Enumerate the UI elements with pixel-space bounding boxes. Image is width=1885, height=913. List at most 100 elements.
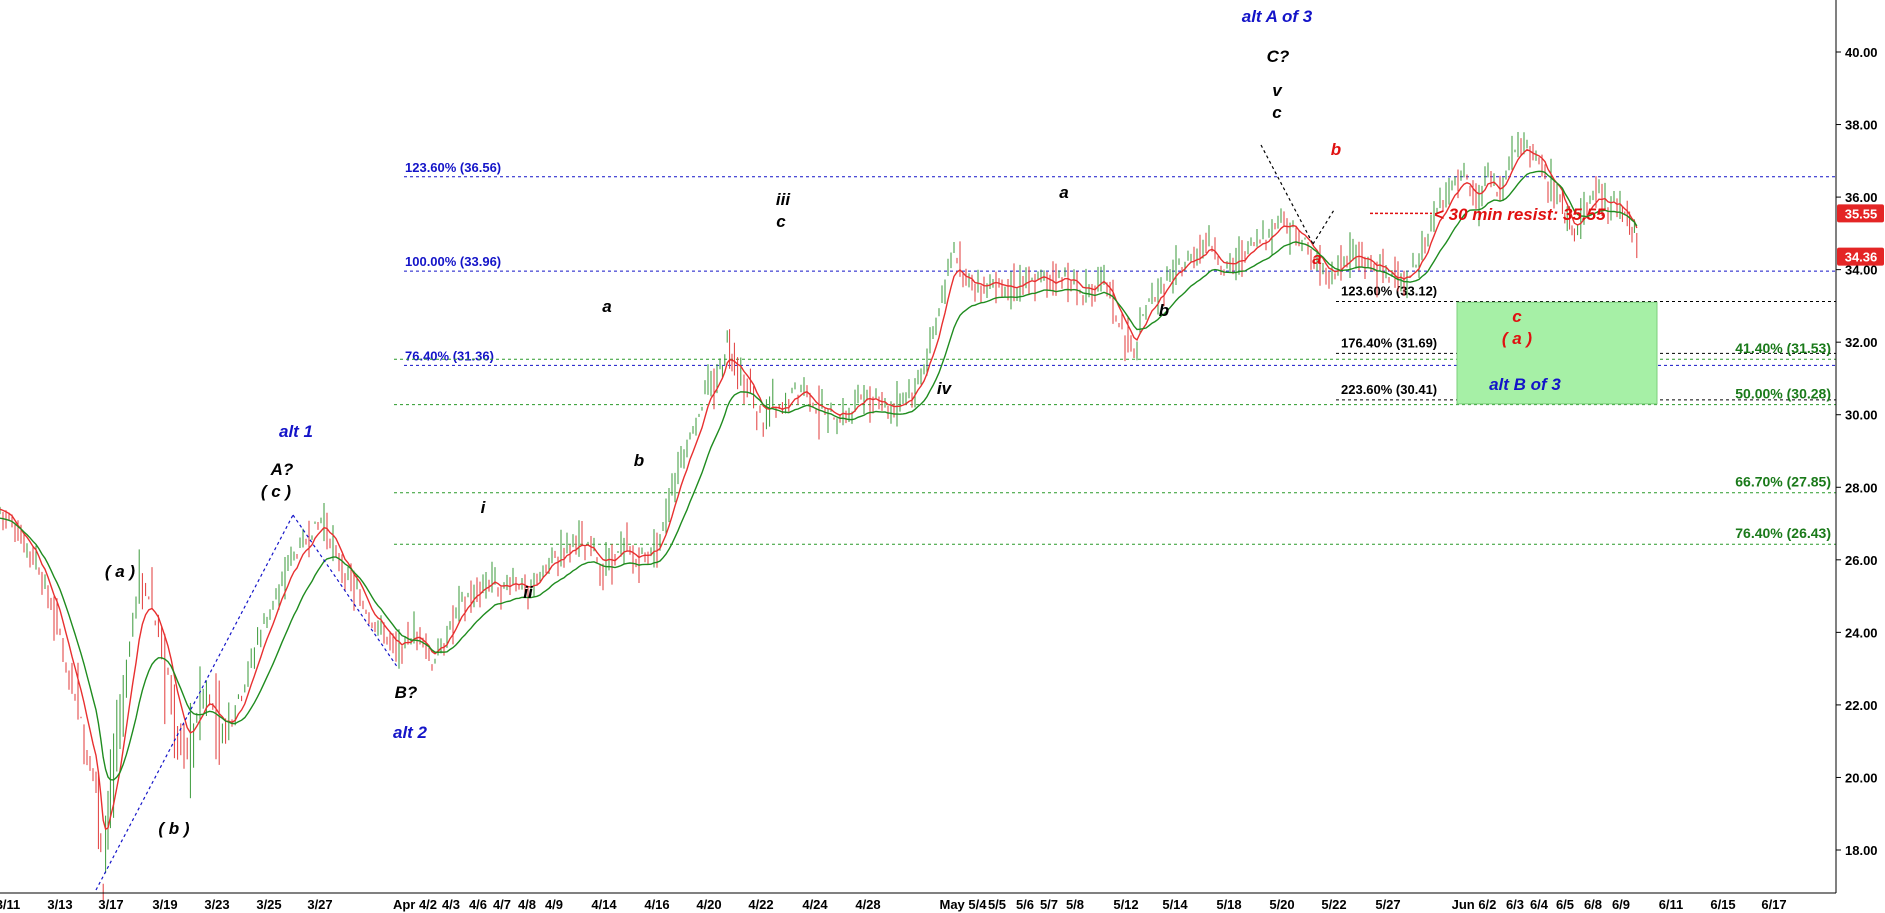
price-tag-label: 34.36 [1845,250,1878,265]
x-tick-label: 4/3 [442,897,460,912]
fib-label-green: 76.40% (26.43) [1735,525,1831,541]
wave-label: b [1331,140,1341,159]
y-tick-label: 24.00 [1845,625,1878,640]
wave-trendlines [95,144,1432,891]
zone-label: c [1512,307,1522,326]
moving-average-red [0,148,1638,831]
y-tick-label: 36.00 [1845,190,1878,205]
y-tick-label: 38.00 [1845,118,1878,133]
wave-label: a [1059,183,1068,202]
y-tick-label: 28.00 [1845,480,1878,495]
wave-trendline [95,514,294,891]
wave-label: i [481,498,487,517]
x-tick-label: 3/23 [204,897,229,912]
wave-trendline [1312,209,1335,245]
y-tick-label: 32.00 [1845,335,1878,350]
x-tick-label: 3/19 [152,897,177,912]
x-tick-label: 5/5 [988,897,1006,912]
wave-label: ( c ) [261,482,292,501]
wave-label: c [1272,103,1282,122]
y-tick-label: 18.00 [1845,843,1878,858]
x-tick-label: 5/12 [1113,897,1138,912]
x-tick-label: 6/17 [1761,897,1786,912]
wave-label: C? [1267,47,1290,66]
wave-label: alt 1 [279,422,313,441]
fib-label-blue: 76.40% (31.36) [405,348,494,363]
y-tick-label: 20.00 [1845,770,1878,785]
x-tick-label: 4/28 [855,897,880,912]
wave-label: c [776,212,786,231]
x-tick-label: Jun 6/2 [1452,897,1497,912]
x-tick-label: 3/17 [98,897,123,912]
wave-label: B? [395,683,418,702]
fib-label-black: 223.60% (30.41) [1341,382,1437,397]
wave-label: ii [523,583,534,602]
x-tick-label: 5/27 [1375,897,1400,912]
wave-label: b [634,451,644,470]
wave-label: iv [937,379,953,398]
x-tick-label: 3/27 [307,897,332,912]
x-tick-label: 5/6 [1016,897,1034,912]
x-tick-label: 4/9 [545,897,563,912]
wave-label: alt A of 3 [1242,7,1313,26]
fib-lines: 123.60% (36.56) 100.00% (33.96) 76.40% (31… [394,160,1836,545]
x-tick-label: 4/22 [748,897,773,912]
x-tick-label: 4/14 [591,897,617,912]
fib-label-blue: 123.60% (36.56) [405,160,501,175]
x-tick-label: 3/11 [0,897,20,912]
x-tick-label: 6/3 [1506,897,1524,912]
fib-label-black: 176.40% (31.69) [1341,335,1437,350]
x-tick-label: 5/8 [1066,897,1084,912]
x-tick-label: 4/8 [518,897,536,912]
zone-label: alt B of 3 [1489,375,1561,394]
x-tick-label: 5/7 [1040,897,1058,912]
y-tick-label: 34.00 [1845,263,1878,278]
fib-label-blue: 100.00% (33.96) [405,254,501,269]
fib-label-green: 50.00% (30.28) [1735,386,1831,402]
x-tick-label: 4/6 [469,897,487,912]
fib-label-black: 123.60% (33.12) [1341,284,1437,299]
wave-trendline [1260,144,1314,245]
x-tick-label: 6/11 [1659,897,1684,912]
zone-label: ( a ) [1502,329,1533,348]
fib-label-green: 41.40% (31.53) [1735,340,1831,356]
price-tag [1837,247,1884,266]
target-zone [1456,301,1658,405]
price-tag-label: 35.55 [1845,206,1878,221]
x-tick-label: May 5/4 [940,897,988,912]
wave-label: ( b ) [158,819,189,838]
wave-label: a [602,297,611,316]
x-tick-label: 6/15 [1710,897,1735,912]
wave-label: b [1159,301,1169,320]
wave-label: A? [270,460,294,479]
wave-label: a [1312,249,1321,268]
fib-label-green: 66.70% (27.85) [1735,474,1831,490]
x-tick-label: 5/18 [1216,897,1241,912]
wave-label: v [1272,81,1283,100]
y-tick-label: 26.00 [1845,553,1878,568]
y-tick-label: 40.00 [1845,45,1878,60]
y-tick-label: 22.00 [1845,698,1878,713]
x-tick-label: 6/8 [1584,897,1602,912]
x-tick-label: 3/25 [256,897,281,912]
y-tick-label: 30.00 [1845,408,1878,423]
x-tick-label: 6/9 [1612,897,1630,912]
x-tick-label: 6/4 [1530,897,1549,912]
x-tick-label: 5/20 [1269,897,1294,912]
wave-label: ( a ) [105,562,136,581]
price-bars [0,132,1638,901]
moving-average-green [0,170,1638,781]
x-tick-label: 5/14 [1162,897,1188,912]
price-axis: 18.00 20.00 22.00 24.00 26.00 28.00 30.00 32.00… [1835,0,1884,893]
x-tick-label: 4/7 [493,897,511,912]
x-tick-label: 6/5 [1556,897,1574,912]
x-tick-label: 4/16 [644,897,669,912]
x-tick-label: 5/22 [1321,897,1346,912]
wave-label: iii [776,190,791,209]
price-tag [1837,204,1884,223]
date-axis: 3/11 3/13 3/17 3/19 3/23 3/25 3/27 Apr 4/2 4/3 4/… [0,892,1836,912]
x-tick-label: 3/13 [47,897,72,912]
wave-trendline [292,514,399,669]
